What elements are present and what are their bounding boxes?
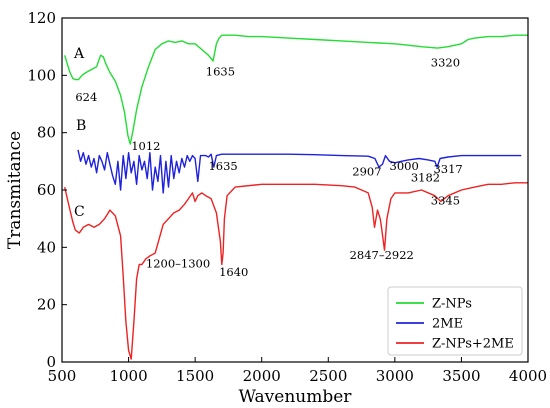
x-tick-label: 2000 [243, 367, 281, 385]
legend-box [387, 286, 523, 356]
peak-label: 1012 [131, 139, 160, 153]
peak-label: 3317 [433, 162, 462, 176]
x-tick-label: 3000 [376, 367, 414, 385]
y-tick-label: 120 [27, 9, 56, 27]
series-line-3 [64, 182, 528, 360]
peak-label: 2847–2922 [350, 248, 414, 262]
x-tick-label: 3500 [442, 367, 480, 385]
peak-label: 1635 [206, 64, 235, 78]
trace-letter: C [74, 204, 85, 220]
axes: 500 1000 1500 2000 2500 3000 3500 4000 0 20 40 60 80… [27, 9, 547, 385]
x-tick-label: 1000 [109, 367, 147, 385]
peak-label: 3320 [431, 56, 460, 70]
peak-label: 3182 [411, 170, 440, 184]
y-tick-label: 20 [37, 296, 56, 314]
x-tick-label: 4000 [509, 367, 547, 385]
peak-label: 1200–1300 [146, 256, 210, 270]
y-tick-label: 60 [37, 181, 56, 199]
series-line-1 [64, 34, 528, 145]
peak-label: 1640 [219, 265, 248, 279]
series-line-2 [77, 149, 522, 194]
legend-label: Z-NPs [432, 297, 472, 312]
peak-label: 624 [75, 90, 97, 104]
x-tick-label: 2500 [309, 367, 347, 385]
x-axis-title: Wavenumber [239, 387, 353, 407]
legend: Z-NPs 2ME Z-NPs+2ME [387, 286, 523, 356]
peak-label: 2907 [352, 165, 381, 179]
peak-label: 1635 [208, 159, 237, 173]
x-tick-label: 1500 [176, 367, 214, 385]
y-tick-label: 80 [37, 124, 56, 142]
peak-label: 3000 [390, 159, 419, 173]
trace-letter: A [73, 46, 85, 62]
y-tick-label: 0 [46, 353, 56, 371]
legend-label: 2ME [432, 317, 463, 332]
legend-label: Z-NPs+2ME [432, 337, 514, 352]
x-tick-label: 500 [48, 367, 77, 385]
trace-letter: B [76, 118, 86, 134]
peak-label: 3345 [431, 193, 460, 207]
y-tick-label: 40 [37, 238, 56, 256]
y-tick-label: 100 [27, 66, 56, 84]
y-axis-title: Transmitance [5, 131, 25, 249]
